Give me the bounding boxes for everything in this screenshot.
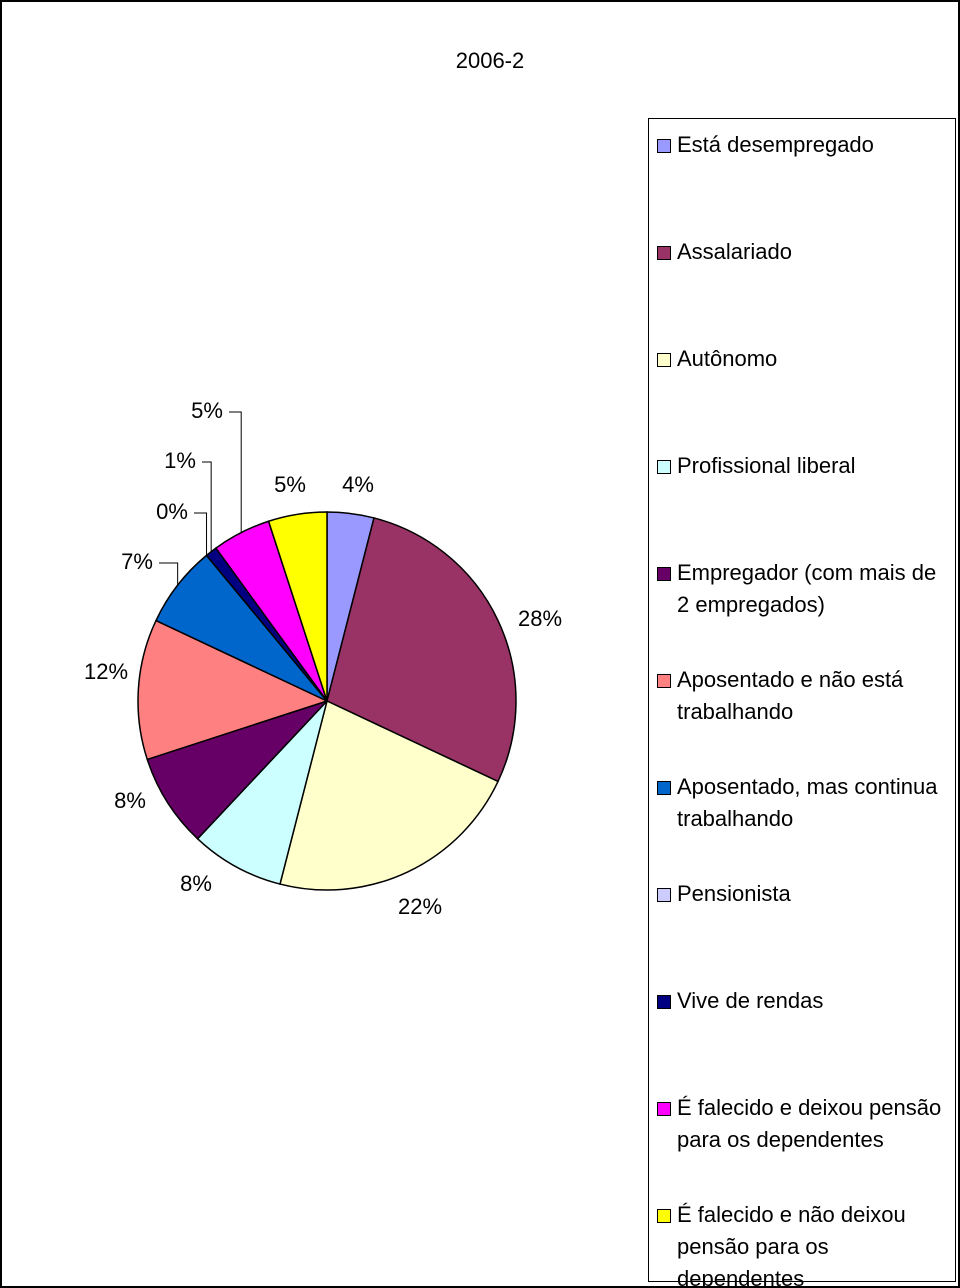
legend-swatch xyxy=(657,781,671,795)
leader-line xyxy=(202,461,212,552)
legend-label: É falecido e não deixou pensão para os d… xyxy=(677,1202,906,1288)
legend-label: Está desempregado xyxy=(677,132,874,157)
legend-entry: Pensionista xyxy=(657,878,953,910)
data-label: 4% xyxy=(342,472,374,497)
legend-label: Empregador (com mais de 2 empregados) xyxy=(677,560,937,617)
legend-swatch xyxy=(657,246,671,260)
leader-line xyxy=(159,562,179,586)
data-label: 1% xyxy=(164,448,196,473)
legend-swatch xyxy=(657,460,671,474)
chart-title: 2006-2 xyxy=(456,48,525,73)
legend-entry: Autônomo xyxy=(657,343,953,375)
pie-slice xyxy=(137,619,330,761)
legend-swatch xyxy=(657,139,671,153)
legend-entry: Vive de rendas xyxy=(657,985,953,1017)
legend-entry: Profissional liberal xyxy=(657,450,953,482)
pie-slice xyxy=(279,699,500,891)
legend-label: Assalariado xyxy=(677,239,792,264)
pie-slice xyxy=(267,511,328,702)
leader-line xyxy=(194,512,208,556)
legend-label: Aposentado e não está trabalhando xyxy=(677,667,904,724)
legend-entry: Assalariado xyxy=(657,236,953,268)
legend-swatch xyxy=(657,888,671,902)
pie-slice xyxy=(196,700,328,885)
data-label: 0% xyxy=(156,499,188,524)
legend-swatch xyxy=(657,1102,671,1116)
legend-swatch xyxy=(657,995,671,1009)
legend-label: É falecido e deixou pensão para os depen… xyxy=(677,1095,942,1152)
legend: Está desempregado Assalariado Autônomo Prof… xyxy=(648,118,956,1288)
data-label: 7% xyxy=(121,549,153,574)
data-label: 8% xyxy=(114,788,146,813)
data-label: 12% xyxy=(84,659,128,684)
legend-swatch xyxy=(657,353,671,367)
data-label: 8% xyxy=(180,871,212,896)
legend-entry: É falecido e não deixou pensão para os d… xyxy=(657,1199,953,1288)
legend-label: Aposentado, mas continua trabalhando xyxy=(677,774,938,831)
legend-entry: Empregador (com mais de 2 empregados) xyxy=(657,557,953,621)
legend-label: Profissional liberal xyxy=(677,453,856,478)
legend-label: Pensionista xyxy=(677,881,791,906)
legend-swatch xyxy=(657,567,671,581)
legend-entry: É falecido e deixou pensão para os depen… xyxy=(657,1092,953,1156)
data-label: 22% xyxy=(398,894,442,919)
leader-line xyxy=(229,411,242,533)
legend-entry: Está desempregado xyxy=(657,129,953,161)
legend-label: Vive de rendas xyxy=(677,988,824,1013)
data-label: 28% xyxy=(518,606,562,631)
pie-slice xyxy=(146,700,328,840)
data-label: 5% xyxy=(274,472,306,497)
legend-label: Autônomo xyxy=(677,346,778,371)
pie-slice xyxy=(326,517,517,783)
legend-entry: Aposentado e não está trabalhando xyxy=(657,664,953,728)
legend-swatch xyxy=(657,674,671,688)
data-label: 5% xyxy=(191,398,223,423)
legend-entry: Aposentado, mas continua trabalhando xyxy=(657,771,953,835)
legend-swatch xyxy=(657,1209,671,1223)
